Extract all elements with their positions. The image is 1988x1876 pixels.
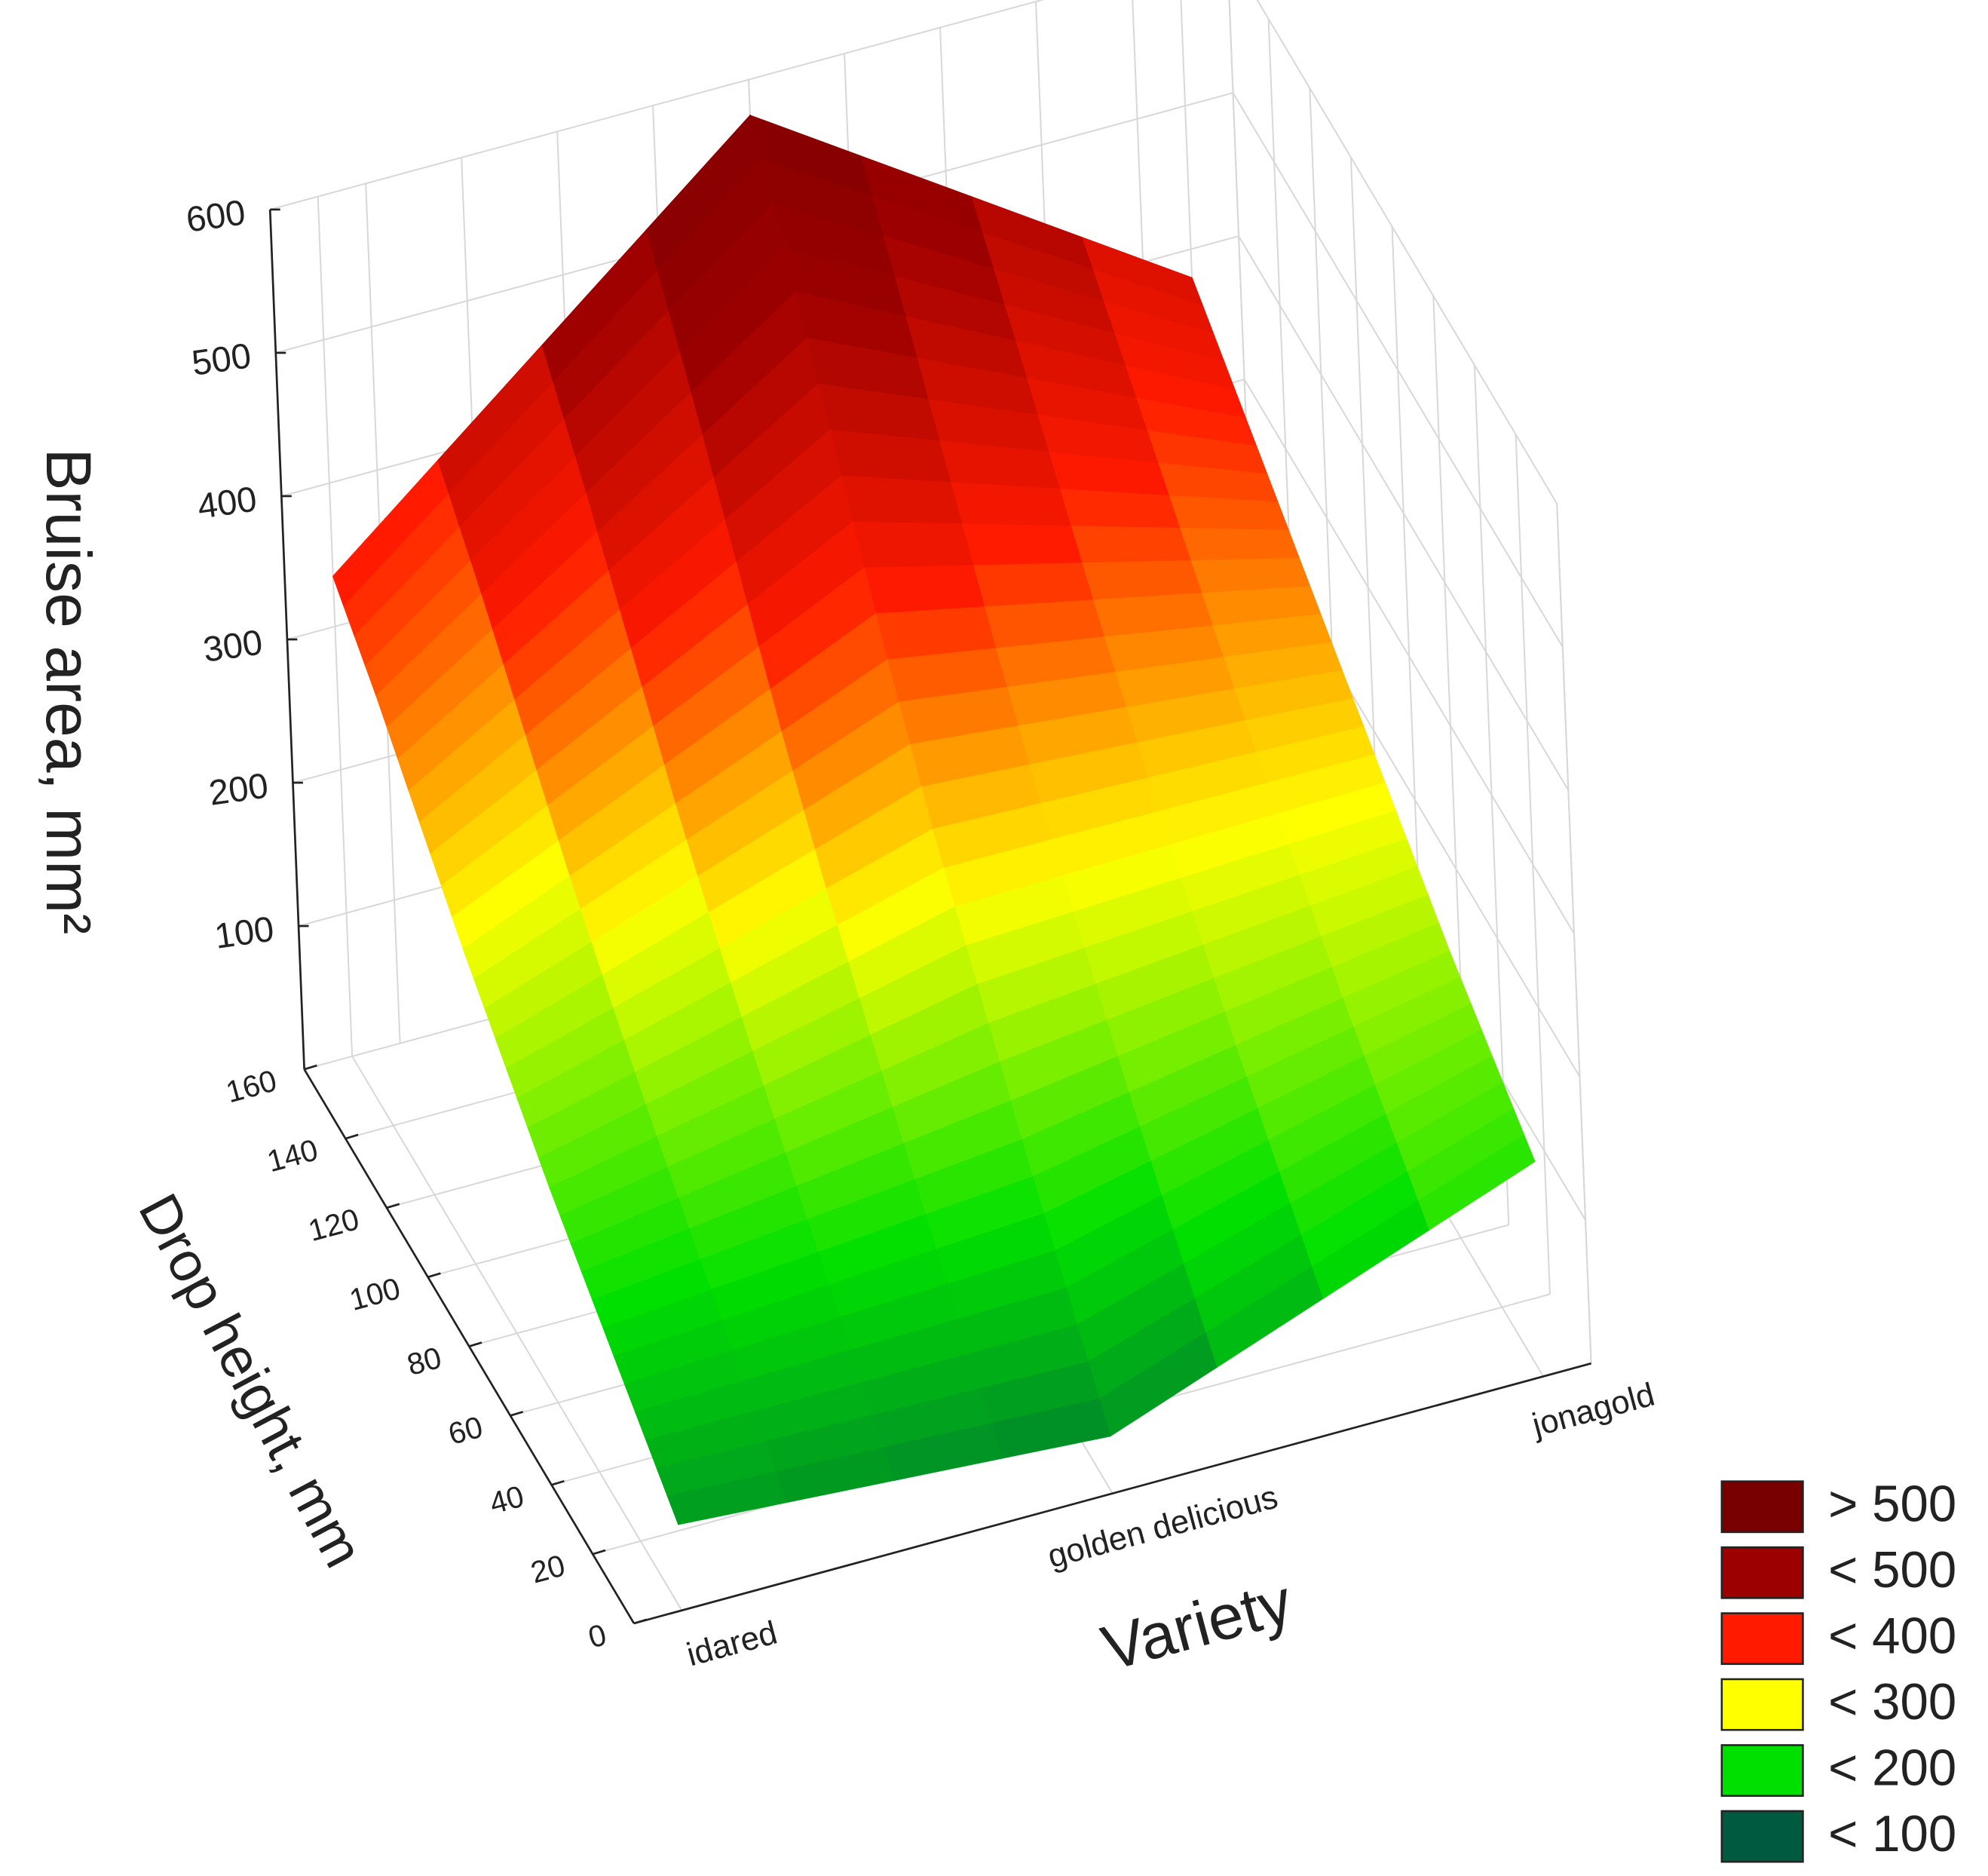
- y-tick: [345, 1133, 359, 1140]
- surface-patch: [1178, 527, 1300, 562]
- y-tick-label: 20: [527, 1548, 568, 1590]
- z-tick-label: 600: [183, 192, 247, 239]
- surface-patch: [666, 1471, 787, 1525]
- grid-line: [351, 1056, 683, 1611]
- z-tick-label: 100: [212, 908, 276, 955]
- legend-label: < 100: [1828, 1806, 1956, 1862]
- y-tick: [510, 1411, 524, 1417]
- y-tick-label: 40: [486, 1479, 527, 1521]
- grid-line: [1256, 0, 1558, 504]
- x-axis-label: Variety: [1095, 1565, 1299, 1684]
- grid-line: [269, 0, 1045, 210]
- y-tick-label: 100: [346, 1271, 404, 1317]
- grid-line: [317, 196, 354, 1056]
- x-tick-label: idared: [683, 1614, 781, 1674]
- surface-patch: [960, 523, 1083, 566]
- legend-swatch: [1720, 1744, 1804, 1797]
- y-tick: [468, 1341, 482, 1347]
- legend-label: < 300: [1828, 1674, 1956, 1730]
- z-tick-label: 200: [207, 765, 271, 812]
- x-tick-label: golden delicious: [1043, 1479, 1282, 1575]
- surface-patch: [852, 521, 974, 569]
- grid-line: [1556, 503, 1592, 1364]
- x-tick-label: jonagold: [1527, 1376, 1659, 1445]
- y-tick: [427, 1272, 441, 1278]
- y-tick-label: 60: [445, 1409, 486, 1451]
- legend-swatch: [1720, 1612, 1804, 1666]
- z-axis-label: Bruise area, mm²: [33, 449, 104, 935]
- grid-line: [1515, 434, 1551, 1295]
- surface-patch: [1058, 489, 1181, 529]
- z-tick-label: 400: [195, 478, 259, 526]
- legend-swatch: [1720, 1810, 1804, 1863]
- x-axis-line: [633, 1362, 1591, 1625]
- y-tick: [633, 1618, 648, 1625]
- grid-line: [1473, 365, 1510, 1225]
- y-tick: [386, 1203, 400, 1209]
- surface: [332, 114, 1536, 1525]
- surface-patch: [949, 482, 1072, 527]
- legend: > 500 < 500 < 400 < 300 < 200 < 100: [1720, 1476, 1956, 1863]
- surface-patch: [863, 565, 985, 615]
- surface-patch: [972, 562, 1094, 608]
- y-axis-label: Drop height, mm: [127, 1184, 375, 1577]
- y-tick-label: 160: [222, 1063, 280, 1110]
- y-tick: [304, 1064, 317, 1071]
- legend-swatch: [1720, 1480, 1804, 1534]
- legend-swatch: [1720, 1678, 1804, 1731]
- y-tick-label: 140: [263, 1132, 321, 1179]
- surface-patch: [1070, 526, 1192, 564]
- y-tick-label: 0: [584, 1617, 610, 1654]
- legend-label: < 200: [1828, 1740, 1956, 1797]
- surface-patch: [841, 475, 963, 525]
- y-tick-label: 80: [403, 1340, 445, 1382]
- y-tick: [551, 1479, 565, 1486]
- legend-swatch: [1720, 1546, 1804, 1599]
- legend-label: < 400: [1828, 1608, 1956, 1665]
- y-tick-label: 120: [305, 1201, 363, 1248]
- z-tick-label: 500: [189, 335, 253, 382]
- y-tick: [592, 1549, 606, 1556]
- legend-label: < 500: [1828, 1542, 1956, 1599]
- legend-label: > 500: [1828, 1476, 1956, 1533]
- z-tick-label: 300: [201, 621, 265, 669]
